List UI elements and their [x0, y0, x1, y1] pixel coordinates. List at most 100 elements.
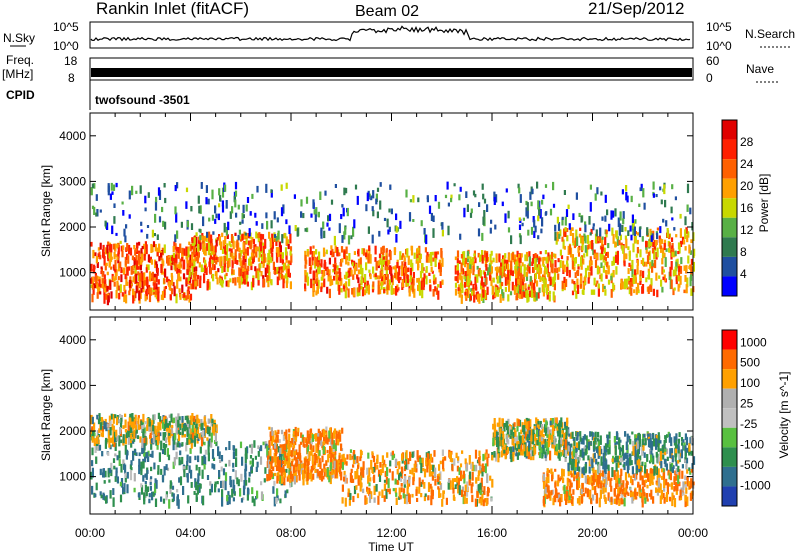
data-cell	[554, 468, 557, 472]
data-cell	[353, 454, 356, 460]
data-cell	[633, 289, 636, 294]
data-cell	[112, 458, 116, 463]
data-cell	[411, 451, 414, 458]
data-cell	[347, 492, 350, 498]
data-cell	[456, 476, 459, 483]
data-cell	[312, 251, 315, 257]
data-cell	[395, 497, 398, 505]
data-cell	[170, 256, 174, 262]
data-cell	[544, 425, 547, 432]
data-cell	[165, 427, 169, 432]
data-cell	[519, 194, 522, 203]
data-cell	[621, 225, 624, 232]
data-cell	[193, 415, 196, 422]
data-cell	[610, 485, 613, 492]
data-cell	[221, 248, 225, 254]
data-cell	[559, 229, 562, 237]
data-cell	[276, 217, 279, 223]
data-cell	[296, 432, 300, 437]
data-cell	[622, 480, 625, 488]
data-cell	[309, 442, 312, 450]
data-cell	[615, 483, 618, 489]
data-cell	[490, 260, 493, 264]
data-cell	[423, 495, 426, 502]
data-cell	[534, 253, 537, 262]
data-cell	[594, 193, 597, 201]
data-cell	[244, 232, 247, 236]
data-cell	[604, 477, 608, 486]
data-cell	[190, 206, 193, 212]
data-cell	[173, 257, 177, 266]
data-cell	[178, 457, 181, 463]
data-cell	[584, 267, 588, 278]
data-cell	[386, 280, 389, 290]
data-cell	[142, 443, 145, 453]
data-cell	[439, 281, 442, 288]
data-cell	[545, 287, 549, 295]
data-cell	[643, 480, 646, 488]
data-cell	[434, 277, 437, 285]
data-cell	[530, 280, 533, 289]
data-cell	[542, 264, 545, 267]
data-cell	[154, 483, 157, 494]
data-cell	[578, 496, 581, 506]
data-cell	[500, 262, 503, 267]
data-cell	[416, 250, 419, 259]
data-cell	[327, 276, 330, 282]
data-cell	[126, 484, 129, 494]
data-cell	[142, 429, 145, 438]
data-cell	[577, 266, 580, 270]
data-cell	[123, 284, 126, 292]
data-cell	[436, 475, 439, 482]
data-cell	[164, 197, 167, 204]
data-cell	[380, 282, 383, 290]
data-cell	[631, 214, 634, 223]
data-cell	[114, 272, 117, 280]
data-cell	[214, 483, 217, 493]
data-cell	[347, 235, 351, 245]
data-cell	[535, 417, 538, 424]
data-cell	[606, 209, 609, 216]
data-cell	[636, 239, 639, 245]
data-cell	[634, 489, 637, 497]
data-cell	[111, 436, 114, 445]
data-cell	[515, 440, 519, 446]
data-cell	[532, 216, 535, 223]
data-cell	[238, 253, 241, 259]
data-cell	[611, 467, 614, 477]
data-cell	[155, 436, 158, 441]
data-cell	[339, 466, 342, 474]
data-cell	[594, 485, 597, 495]
data-cell	[539, 420, 542, 428]
data-cell	[348, 253, 351, 261]
data-cell	[447, 202, 450, 207]
data-cell	[565, 278, 568, 287]
data-cell	[688, 481, 691, 490]
data-cell	[457, 480, 460, 490]
data-cell	[592, 472, 595, 481]
data-cell	[287, 474, 290, 479]
data-cell	[160, 468, 163, 475]
data-cell	[352, 274, 355, 280]
data-cell	[329, 250, 333, 256]
data-cell	[238, 229, 241, 235]
data-cell	[551, 263, 554, 274]
data-cell	[193, 245, 196, 255]
data-cell	[196, 426, 200, 434]
data-cell	[601, 252, 604, 259]
data-cell	[651, 473, 654, 484]
data-cell	[374, 257, 377, 262]
data-cell	[198, 228, 201, 232]
data-cell	[325, 460, 328, 466]
data-cell	[246, 446, 249, 454]
data-cell	[325, 434, 328, 444]
data-cell	[432, 257, 435, 262]
data-cell	[191, 259, 194, 267]
data-cell	[270, 461, 273, 470]
data-cell	[463, 275, 466, 280]
data-cell	[548, 254, 551, 261]
data-cell	[546, 291, 549, 300]
data-cell	[115, 290, 118, 299]
data-cell	[110, 244, 113, 253]
data-cell	[526, 421, 529, 430]
